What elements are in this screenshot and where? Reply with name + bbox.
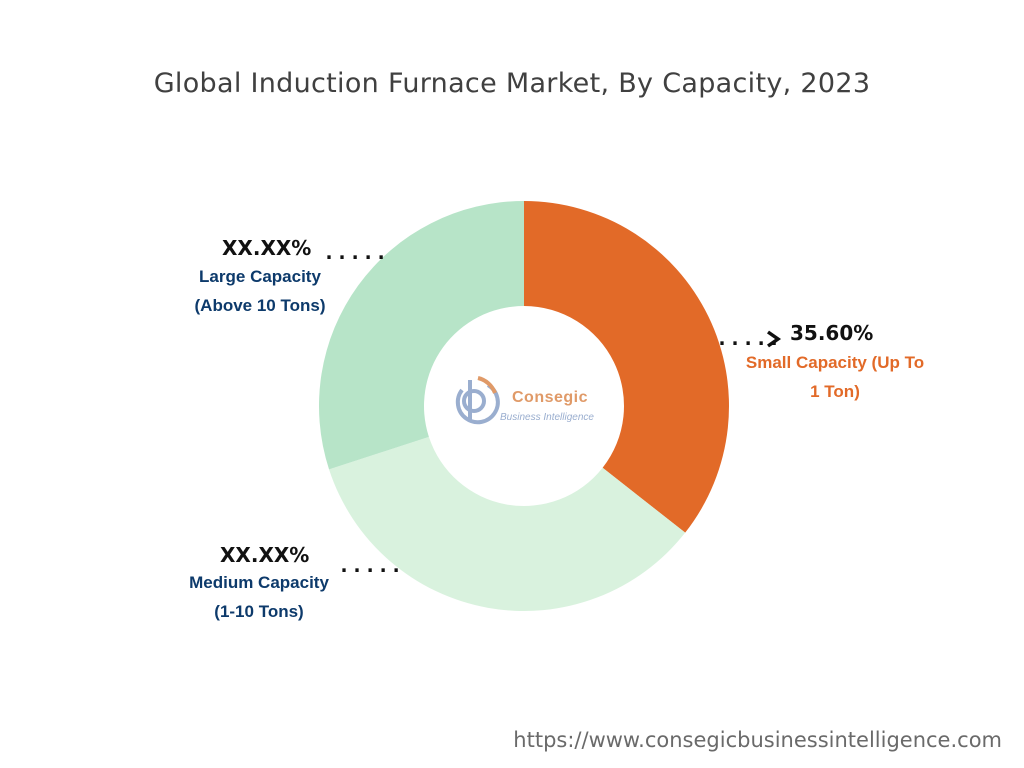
consegic-logo-icon (455, 376, 500, 425)
slice-label-large: Large Capacity (Above 10 Tons) (170, 262, 350, 320)
slice-label-medium: Medium Capacity (1-10 Tons) (168, 568, 350, 626)
slice-label-medium-line2: (1-10 Tons) (214, 602, 304, 621)
slice-label-medium-line1: Medium Capacity (189, 573, 329, 592)
chart-title: Global Induction Furnace Market, By Capa… (153, 68, 871, 99)
slice-large-capacity (319, 201, 524, 470)
slice-label-large-line1: Large Capacity (199, 267, 321, 286)
slice-small-capacity (524, 201, 729, 533)
value-label-large: XX.XX% (222, 236, 312, 260)
slice-label-small-line2: 1 Ton) (810, 382, 860, 401)
source-url[interactable]: https://www.consegicbusinessintelligence… (513, 728, 1002, 752)
leader-line-large: ..... (323, 240, 389, 264)
logo-name: Consegic (512, 389, 589, 406)
slice-medium-capacity (329, 436, 686, 611)
leader-line-medium: ..... (338, 553, 404, 577)
value-label-small: 35.60% (790, 321, 874, 345)
slice-label-small: Small Capacity (Up To 1 Ton) (720, 348, 950, 406)
slice-label-large-line2: (Above 10 Tons) (194, 296, 326, 315)
logo-tagline: Business Intelligence (500, 412, 594, 423)
leader-line-small: ..... (716, 326, 782, 350)
slice-label-small-line1: Small Capacity (Up To (745, 353, 925, 372)
leader-arrow-icon (766, 330, 782, 348)
value-label-medium: XX.XX% (220, 543, 310, 567)
